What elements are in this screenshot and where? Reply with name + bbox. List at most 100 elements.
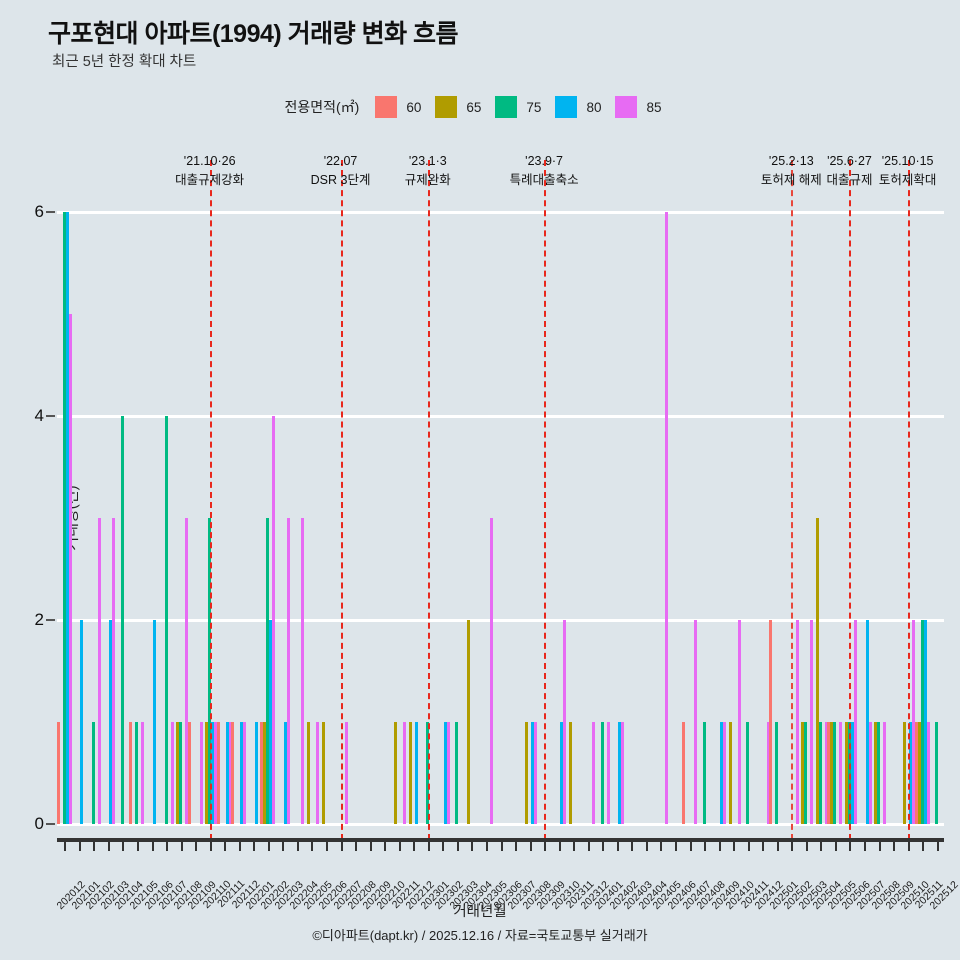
bar[interactable]: [315, 722, 319, 824]
bar[interactable]: [455, 722, 459, 824]
bar[interactable]: [531, 722, 535, 824]
bar[interactable]: [682, 722, 686, 824]
bar[interactable]: [129, 722, 133, 824]
bar[interactable]: [815, 518, 819, 824]
bar[interactable]: [91, 722, 95, 824]
bar[interactable]: [301, 518, 305, 824]
bar[interactable]: [187, 722, 191, 824]
bar[interactable]: [179, 722, 183, 824]
bar[interactable]: [563, 620, 567, 824]
bar[interactable]: [723, 722, 727, 824]
bar[interactable]: [286, 518, 290, 824]
bar[interactable]: [214, 722, 218, 824]
bar[interactable]: [283, 722, 287, 824]
bar[interactable]: [231, 722, 235, 824]
bar[interactable]: [592, 722, 596, 824]
bar[interactable]: [269, 620, 273, 824]
bar[interactable]: [935, 722, 939, 824]
bar[interactable]: [56, 722, 60, 824]
bar[interactable]: [874, 722, 878, 824]
bar[interactable]: [917, 722, 921, 824]
bar[interactable]: [525, 722, 529, 824]
bar[interactable]: [225, 722, 229, 824]
bar[interactable]: [243, 722, 247, 824]
bar[interactable]: [694, 620, 698, 824]
bar[interactable]: [68, 314, 72, 824]
bar[interactable]: [446, 722, 450, 824]
bar[interactable]: [345, 722, 349, 824]
bar[interactable]: [135, 722, 139, 824]
bar[interactable]: [853, 620, 857, 824]
bar[interactable]: [240, 722, 244, 824]
bar[interactable]: [804, 722, 808, 824]
bar[interactable]: [810, 620, 814, 824]
bar[interactable]: [65, 212, 69, 824]
bar[interactable]: [903, 722, 907, 824]
bar[interactable]: [833, 722, 837, 824]
bar[interactable]: [164, 416, 168, 824]
bar[interactable]: [490, 518, 494, 824]
bar[interactable]: [80, 620, 84, 824]
bar[interactable]: [306, 722, 310, 824]
legend-item-75[interactable]: 75: [495, 96, 541, 118]
bar[interactable]: [260, 722, 264, 824]
bar[interactable]: [266, 518, 270, 824]
bar[interactable]: [263, 722, 267, 824]
bar[interactable]: [720, 722, 724, 824]
bar[interactable]: [850, 722, 854, 824]
bar[interactable]: [408, 722, 412, 824]
bar[interactable]: [466, 620, 470, 824]
bar[interactable]: [795, 620, 799, 824]
bar[interactable]: [600, 722, 604, 824]
bar[interactable]: [170, 722, 174, 824]
bar[interactable]: [923, 620, 927, 824]
bar[interactable]: [443, 722, 447, 824]
bar[interactable]: [664, 212, 668, 824]
bar[interactable]: [112, 518, 116, 824]
bar[interactable]: [728, 722, 732, 824]
bar[interactable]: [877, 722, 881, 824]
bar[interactable]: [254, 722, 258, 824]
bar[interactable]: [211, 722, 215, 824]
bar[interactable]: [394, 722, 398, 824]
bar[interactable]: [109, 620, 113, 824]
bar[interactable]: [120, 416, 124, 824]
legend-item-80[interactable]: 80: [555, 96, 601, 118]
bar[interactable]: [414, 722, 418, 824]
bar[interactable]: [769, 620, 773, 824]
bar[interactable]: [321, 722, 325, 824]
bar[interactable]: [824, 722, 828, 824]
bar[interactable]: [534, 722, 538, 824]
bar[interactable]: [621, 722, 625, 824]
bar[interactable]: [153, 620, 157, 824]
bar[interactable]: [606, 722, 610, 824]
bar[interactable]: [914, 722, 918, 824]
bar[interactable]: [746, 722, 750, 824]
bar[interactable]: [62, 212, 66, 824]
bar[interactable]: [920, 620, 924, 824]
legend-item-60[interactable]: 60: [375, 96, 421, 118]
bar[interactable]: [97, 518, 101, 824]
bar[interactable]: [926, 722, 930, 824]
bar[interactable]: [839, 722, 843, 824]
bar[interactable]: [775, 722, 779, 824]
bar[interactable]: [176, 722, 180, 824]
bar[interactable]: [844, 722, 848, 824]
bar[interactable]: [737, 620, 741, 824]
bar[interactable]: [618, 722, 622, 824]
bar[interactable]: [868, 722, 872, 824]
bar[interactable]: [702, 722, 706, 824]
bar[interactable]: [830, 722, 834, 824]
bar[interactable]: [801, 722, 805, 824]
bar[interactable]: [912, 620, 916, 824]
legend-item-85[interactable]: 85: [615, 96, 662, 118]
bar[interactable]: [560, 722, 564, 824]
bar[interactable]: [199, 722, 203, 824]
bar[interactable]: [827, 722, 831, 824]
bar[interactable]: [568, 722, 572, 824]
bar[interactable]: [818, 722, 822, 824]
bar[interactable]: [272, 416, 276, 824]
bar[interactable]: [883, 722, 887, 824]
bar[interactable]: [228, 722, 232, 824]
bar[interactable]: [766, 722, 770, 824]
